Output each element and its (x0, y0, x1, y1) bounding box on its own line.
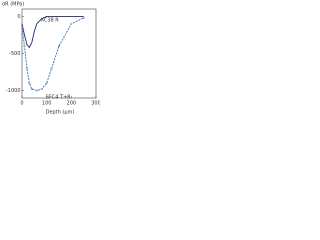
legend-label: SFC4 T+R (46, 95, 72, 101)
x-tick-label: 200 (67, 101, 77, 107)
point (35, 89, 38, 92)
point (30, 88, 33, 91)
y-tick-label: 0 (17, 14, 20, 20)
series-line (21, 17, 84, 92)
series-line (21, 15, 84, 49)
point (57, 45, 61, 48)
x-axis-label: Depth (μm) (46, 110, 75, 116)
y-tick-label: -1000 (6, 88, 21, 94)
point (82, 16, 85, 19)
x-tick-label: 0 (20, 101, 23, 107)
background (0, 0, 100, 117)
chart: σR (MPa) Depth (μm) 0 -500 -1000 0 100 200 300… (0, 0, 100, 117)
point (25, 67, 28, 70)
point (40, 88, 43, 91)
point (28, 82, 31, 85)
x-tick-label: 100 (42, 101, 52, 107)
legend-label: XC38 R (41, 17, 60, 23)
point (70, 22, 73, 25)
point (45, 82, 48, 85)
x-tick-label: 300 (91, 101, 100, 107)
y-tick-label: -500 (9, 51, 20, 57)
point (23, 45, 26, 48)
point (20, 26, 24, 29)
y-axis-label: σR (MPa) (2, 2, 24, 8)
point (50, 67, 53, 70)
